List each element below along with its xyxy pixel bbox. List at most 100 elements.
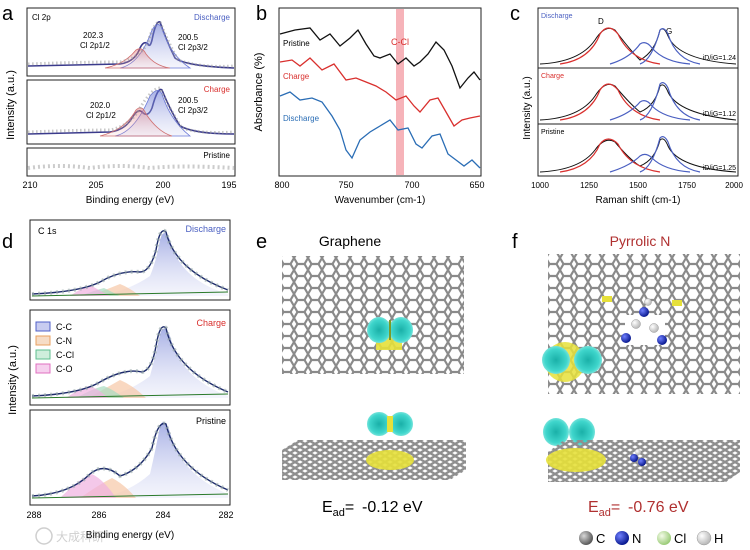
panel-a-xtick: 195 — [221, 180, 236, 190]
hydrogen-atom-side — [635, 449, 641, 455]
panel-b-plot-area — [278, 7, 482, 177]
chlorine-atom-icon — [657, 531, 671, 545]
panel-a: a Intensity (a.u.) Cl 2p Discharge Charg… — [2, 3, 237, 206]
panel-c-charge-a-band — [609, 100, 691, 121]
panel-c-band-g: G — [666, 27, 672, 36]
panel-b-charge-line — [279, 57, 481, 127]
panel-c-xtick: 1000 — [531, 181, 549, 190]
panel-c-xtick: 2000 — [725, 181, 743, 190]
panel-a-peak-discharge-2-pos: 200.5 — [178, 33, 199, 42]
panel-c-ratio-discharge: iD/iG=1.24 — [703, 55, 736, 62]
panel-a-ylabel: Intensity (a.u.) — [5, 70, 17, 140]
panel-a-charge-data — [27, 86, 235, 134]
panel-c-discharge-fit — [539, 27, 737, 65]
panel-b-xlabel: Wavenumber (cm-1) — [335, 195, 426, 206]
panel-d-charge-co — [66, 386, 108, 398]
panel-f: f Pyrrolic N Ead= -0.76 eV C N Cl — [512, 231, 740, 546]
atom-legend: C N Cl H — [579, 530, 723, 546]
panel-d-state-charge: Charge — [196, 318, 226, 328]
legend-label-cc: C-C — [56, 322, 72, 332]
panel-a-state-pristine: Pristine — [203, 151, 230, 160]
panel-d-legend: C-C C-N C-Cl C-O — [35, 321, 74, 374]
panel-a-peak-discharge-1-pos: 202.3 — [83, 31, 104, 40]
legend-label-cn: C-N — [56, 336, 72, 346]
panel-b-label: b — [256, 3, 267, 25]
panel-a-xtick: 205 — [88, 180, 103, 190]
panel-c-discharge-g-band — [639, 28, 701, 65]
panel-c-charge-g-band — [639, 82, 701, 121]
legend-swatch-co — [35, 363, 51, 374]
panel-d-discharge-data — [31, 228, 229, 296]
hydrogen-atom-icon — [696, 530, 712, 546]
panel-c-ratio-charge: iD/iG=1.12 — [703, 111, 736, 118]
panel-a-peak-discharge-1-name: Cl 2p1/2 — [80, 41, 110, 50]
panel-b: b Absorbance (%) C-Cl Pristine Charge Di… — [253, 3, 485, 206]
watermark-logo-icon — [35, 527, 53, 545]
legend-label-ccl: C-Cl — [56, 350, 74, 360]
charge-density-cyan-f-right — [574, 346, 602, 374]
panel-a-discharge-data — [27, 20, 235, 68]
panel-d-xtick: 284 — [155, 510, 170, 520]
panel-c-xtick: 1250 — [580, 181, 598, 190]
panel-d-label: d — [2, 231, 13, 253]
charge-density-cyan-left — [367, 317, 391, 343]
panel-a-xlabel: Binding energy (eV) — [86, 195, 174, 206]
panel-b-series-charge: Charge — [283, 72, 310, 81]
panel-a-subplot-pristine — [26, 147, 236, 177]
panel-d-charge-cc — [100, 328, 228, 398]
panel-d-subplot-charge — [29, 309, 231, 406]
panel-b-ccl-band — [396, 9, 404, 175]
panel-c-ylabel: Intensity (a.u.) — [522, 76, 533, 139]
panel-b-xtick: 700 — [404, 180, 419, 190]
graphene-sheet-top — [282, 256, 464, 374]
panel-e-label: e — [256, 231, 267, 253]
panel-c-subplot-pristine — [537, 123, 739, 177]
panel-f-energy-symbol: Ead= — [588, 499, 620, 519]
charge-density-cyan-f-left — [542, 346, 570, 374]
panel-a-peak-charge-1-pos: 202.0 — [90, 101, 111, 110]
panel-c-xticks: 1000 1250 1500 1750 2000 — [531, 181, 743, 190]
charge-density-cyan-right — [389, 317, 413, 343]
panel-b-ylabel: Absorbance (%) — [253, 53, 265, 132]
charge-density-cyan-side-left — [367, 412, 391, 436]
panel-d-discharge-baseline — [31, 291, 229, 297]
panel-c-state-charge: Charge — [541, 73, 564, 80]
panel-d-discharge-co — [70, 286, 110, 296]
atom-legend-cl: Cl — [674, 531, 686, 546]
panel-d-discharge-cc — [100, 233, 228, 296]
legend-label-co: C-O — [56, 364, 73, 374]
panel-c-band-d: D — [598, 17, 604, 26]
panel-a-label: a — [2, 3, 14, 25]
panel-b-series-pristine: Pristine — [283, 39, 310, 48]
watermark-text: 大成科研 — [56, 530, 104, 544]
panel-c-ratio-pristine: iD/iG=1.25 — [703, 165, 736, 172]
panel-c: c Intensity (a.u.) Discharge Charge Pris… — [510, 3, 743, 206]
panel-d-xlabel: Binding energy (eV) — [86, 530, 174, 541]
panel-f-title: Pyrrolic N — [610, 233, 671, 249]
atom-legend-c: C — [596, 531, 605, 546]
legend-swatch-ccl — [35, 349, 51, 360]
panel-b-xtick: 650 — [469, 180, 484, 190]
panel-a-charge-peak-12 — [99, 107, 173, 137]
charge-density-cyan-f-side-left — [543, 418, 569, 446]
panel-a-peak-charge-2-pos: 200.5 — [178, 96, 199, 105]
panel-c-discharge-a-band — [609, 42, 691, 65]
panel-a-peak-charge-2-name: Cl 2p3/2 — [178, 106, 208, 115]
panel-a-peak-charge-1-name: Cl 2p1/2 — [86, 111, 116, 120]
panel-b-xtick: 800 — [274, 180, 289, 190]
nitrogen-atom — [657, 335, 667, 345]
panel-b-xticks: 800 750 700 650 — [274, 180, 484, 190]
panel-c-state-pristine: Pristine — [541, 129, 564, 136]
panel-a-state-discharge: Discharge — [194, 13, 231, 22]
panel-d-xtick: 282 — [218, 510, 233, 520]
nitrogen-atom — [639, 307, 649, 317]
panel-a-state-charge: Charge — [204, 85, 231, 94]
charge-density-yellow-side — [366, 450, 414, 470]
panel-e: e Graphene Ead= -0.12 eV — [256, 231, 466, 519]
carbon-atom-icon — [579, 531, 593, 545]
charge-density-cyan-f-side-right — [569, 418, 595, 446]
panel-e-energy-symbol: Ead= — [322, 499, 354, 519]
panel-d-state-discharge: Discharge — [185, 224, 226, 234]
atom-legend-n: N — [632, 531, 641, 546]
hydrogen-atom — [644, 298, 652, 306]
